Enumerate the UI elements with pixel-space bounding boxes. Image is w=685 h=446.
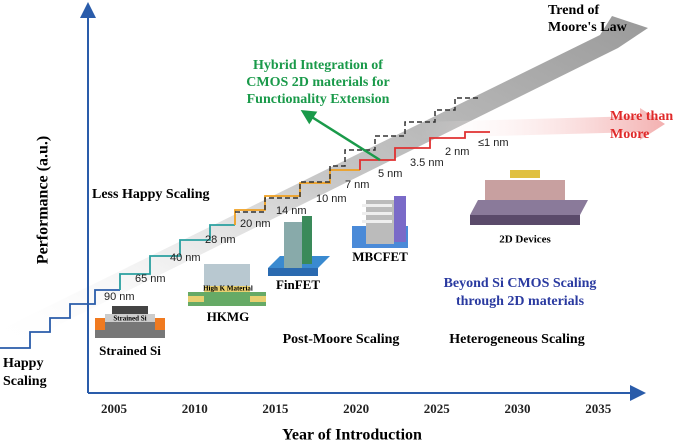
- era-label: Beyond Si CMOS Scaling: [444, 276, 597, 291]
- device-label: 2D Devices: [499, 234, 551, 246]
- layer-label: Strained Si: [113, 315, 146, 323]
- node-label: 5 nm: [378, 168, 402, 180]
- hybrid-arrow: [300, 110, 381, 162]
- x-label: Year of Introduction: [282, 427, 422, 444]
- era-label: Happy: [3, 356, 43, 371]
- node-label: 7 nm: [345, 179, 369, 191]
- 2d-device: [470, 170, 588, 225]
- hybrid-text: Hybrid Integration of: [253, 58, 383, 73]
- era-label: Scaling: [3, 374, 47, 389]
- device-label: FinFET: [276, 277, 320, 292]
- hkmg-device: [188, 264, 266, 306]
- stair-red: [359, 131, 490, 170]
- stair-teal: [119, 224, 235, 290]
- mtm-label: More than: [610, 109, 673, 124]
- x-tick-label: 2035: [585, 401, 612, 416]
- era-label: through 2D materials: [456, 294, 585, 309]
- finfet-device: [268, 216, 330, 276]
- device-label: MBCFET: [352, 249, 408, 264]
- y-label: Performance (a.u.): [35, 136, 52, 264]
- x-tick-label: 2010: [182, 401, 208, 416]
- mbcfet-device: [352, 196, 408, 248]
- stair-dashed: [235, 97, 478, 213]
- era-label: Heterogeneous Scaling: [449, 332, 584, 347]
- era-label: Post-Moore Scaling: [283, 332, 400, 347]
- node-label: 28 nm: [205, 234, 236, 246]
- stair-blue: [0, 289, 120, 349]
- node-label: 65 nm: [135, 273, 166, 285]
- x-tick-label: 2030: [505, 401, 531, 416]
- node-label: 40 nm: [170, 252, 201, 264]
- strained-si-device: [95, 306, 165, 338]
- node-label: ≤1 nm: [478, 137, 509, 149]
- x-tick-label: 2025: [424, 401, 451, 416]
- device-label: Strained Si: [99, 343, 161, 358]
- node-label: 90 nm: [104, 291, 135, 303]
- node-label: 20 nm: [240, 218, 271, 230]
- node-label: 10 nm: [316, 193, 347, 205]
- node-label: 14 nm: [276, 205, 307, 217]
- x-tick-label: 2015: [262, 401, 289, 416]
- node-label: 2 nm: [445, 146, 469, 158]
- layer-label: High K Material: [203, 285, 253, 293]
- x-tick-label: 2005: [101, 401, 128, 416]
- node-label: 3.5 nm: [410, 157, 444, 169]
- era-label: Less Happy Scaling: [92, 187, 209, 202]
- hybrid-text: CMOS 2D materials for: [246, 75, 389, 90]
- trend-label: Trend of: [548, 3, 600, 18]
- device-label: HKMG: [207, 309, 250, 324]
- mtm-label: Moore: [610, 127, 649, 142]
- trend-label: Moore's Law: [548, 20, 628, 35]
- x-tick-label: 2020: [343, 401, 369, 416]
- hybrid-text: Functionality Extension: [247, 92, 390, 107]
